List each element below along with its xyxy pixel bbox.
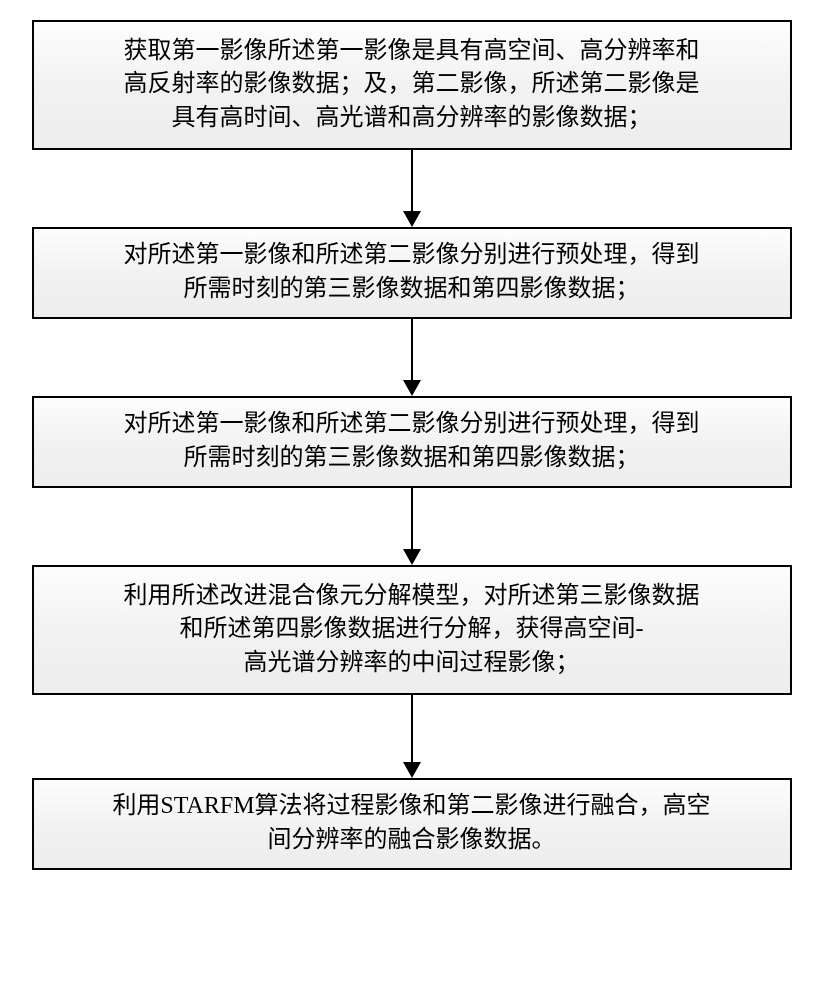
flow-step-2-line: 对所述第一影像和所述第二影像分别进行预处理，得到 — [124, 239, 700, 273]
flow-arrow-2 — [403, 319, 421, 396]
flow-step-5: 利用STARFM算法将过程影像和第二影像进行融合，高空间分辨率的融合影像数据。 — [32, 778, 792, 870]
flow-step-1: 获取第一影像所述第一影像是具有高空间、高分辨率和高反射率的影像数据；及，第二影像… — [32, 20, 792, 150]
flow-step-1-line: 获取第一影像所述第一影像是具有高空间、高分辨率和 — [124, 35, 700, 69]
arrow-head-icon — [403, 380, 421, 396]
arrow-shaft — [411, 319, 413, 381]
flow-step-3-line: 所需时刻的第三影像数据和第四影像数据； — [184, 442, 640, 476]
flow-step-4: 利用所述改进混合像元分解模型，对所述第三影像数据和所述第四影像数据进行分解，获得… — [32, 565, 792, 695]
arrow-shaft — [411, 150, 413, 212]
flow-step-2-line: 所需时刻的第三影像数据和第四影像数据； — [184, 273, 640, 307]
flow-step-2: 对所述第一影像和所述第二影像分别进行预处理，得到所需时刻的第三影像数据和第四影像… — [32, 227, 792, 319]
flow-step-4-line: 高光谱分辨率的中间过程影像； — [244, 647, 580, 681]
flow-step-5-line: 利用STARFM算法将过程影像和第二影像进行融合，高空 — [112, 790, 710, 824]
arrow-head-icon — [403, 211, 421, 227]
arrow-head-icon — [403, 762, 421, 778]
flow-step-1-line: 高反射率的影像数据；及，第二影像，所述第二影像是 — [124, 68, 700, 102]
flow-arrow-3 — [403, 488, 421, 565]
arrow-shaft — [411, 488, 413, 550]
flow-arrow-1 — [403, 150, 421, 227]
flow-step-5-line: 间分辨率的融合影像数据。 — [268, 824, 556, 858]
flow-step-4-line: 利用所述改进混合像元分解模型，对所述第三影像数据 — [124, 580, 700, 614]
flow-step-3: 对所述第一影像和所述第二影像分别进行预处理，得到所需时刻的第三影像数据和第四影像… — [32, 396, 792, 488]
flow-arrow-4 — [403, 695, 421, 778]
arrow-shaft — [411, 695, 413, 763]
arrow-head-icon — [403, 549, 421, 565]
flowchart-container: 获取第一影像所述第一影像是具有高空间、高分辨率和高反射率的影像数据；及，第二影像… — [0, 0, 823, 890]
flow-step-4-line: 和所述第四影像数据进行分解，获得高空间- — [180, 613, 644, 647]
flow-step-3-line: 对所述第一影像和所述第二影像分别进行预处理，得到 — [124, 408, 700, 442]
flow-step-1-line: 具有高时间、高光谱和高分辨率的影像数据； — [172, 102, 652, 136]
